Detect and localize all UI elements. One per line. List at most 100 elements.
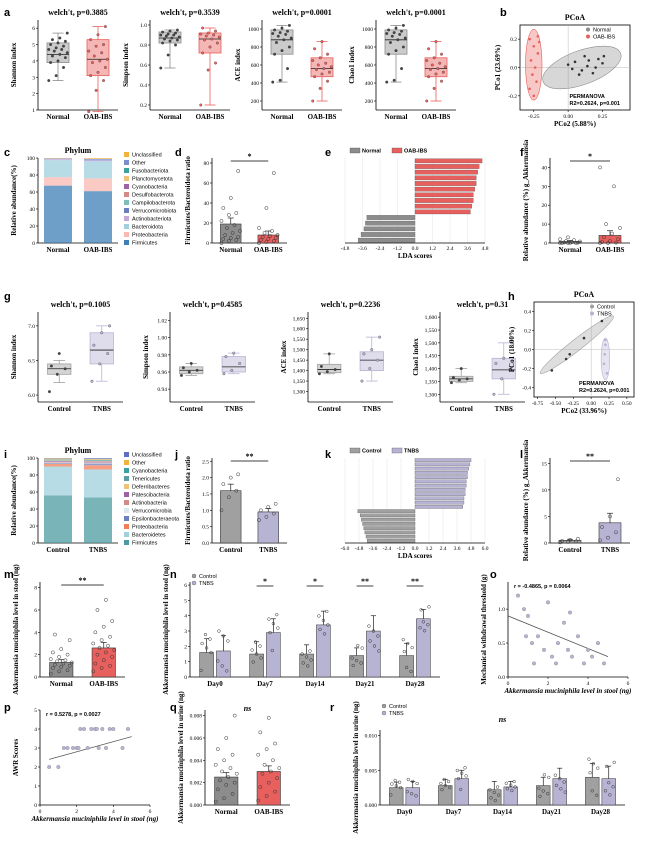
data-point bbox=[596, 641, 600, 646]
data-point bbox=[432, 86, 436, 90]
data-point bbox=[166, 32, 170, 36]
data-point bbox=[603, 789, 608, 793]
g2-ytick-label: 1.00 bbox=[157, 336, 167, 342]
data-point bbox=[568, 240, 572, 245]
data-point bbox=[432, 56, 436, 60]
n-ylabel: Akkermansia muciniphila level in stool (… bbox=[162, 564, 170, 695]
data-point bbox=[576, 536, 580, 541]
data-point bbox=[270, 648, 274, 653]
data-point bbox=[351, 663, 355, 668]
g2-ylabel: Simpson index bbox=[142, 335, 150, 379]
i-xtick-label: Control bbox=[46, 546, 69, 554]
data-point bbox=[415, 781, 419, 786]
sample-point bbox=[601, 61, 604, 65]
lda-xlabel: LDA scores bbox=[398, 252, 433, 260]
data-point bbox=[376, 358, 380, 362]
data-point bbox=[524, 634, 528, 639]
data-point bbox=[253, 640, 258, 644]
data-point bbox=[600, 525, 604, 529]
data-point bbox=[213, 762, 218, 767]
data-point bbox=[221, 237, 226, 241]
lda-tick-label: 4.8 bbox=[482, 246, 489, 252]
data-point bbox=[164, 34, 168, 38]
data-point bbox=[99, 638, 104, 642]
data-point bbox=[161, 30, 165, 34]
data-point bbox=[96, 70, 100, 74]
data-point bbox=[438, 61, 442, 65]
g4-ylabel: Chao1 index bbox=[412, 338, 420, 376]
data-point bbox=[284, 32, 288, 36]
data-point bbox=[602, 661, 606, 666]
data-point bbox=[110, 619, 115, 623]
legend-label: Bacteroidetes bbox=[132, 533, 166, 539]
data-point bbox=[436, 67, 440, 71]
panel-c: 0 20 40 60 80 100 Relative abundance(%) Phylum N… bbox=[10, 146, 177, 254]
data-point bbox=[396, 38, 400, 42]
legend-label: TNBS bbox=[199, 581, 214, 587]
data-point bbox=[170, 36, 174, 40]
data-point bbox=[108, 324, 112, 328]
data-point bbox=[210, 37, 214, 41]
lda-bar bbox=[363, 226, 416, 232]
lda-bar bbox=[414, 192, 474, 198]
data-point bbox=[392, 78, 396, 82]
data-point bbox=[48, 671, 53, 676]
data-point bbox=[103, 25, 107, 28]
legend-label: Actinobacteriota bbox=[132, 217, 172, 223]
significance-label: ** bbox=[361, 577, 369, 586]
xtick-label: 6 bbox=[627, 681, 630, 687]
data-point bbox=[402, 649, 407, 654]
data-point bbox=[273, 741, 277, 746]
data-point bbox=[273, 236, 278, 240]
lda-bar bbox=[414, 462, 470, 467]
data-point bbox=[168, 39, 172, 43]
data-point bbox=[286, 29, 289, 33]
stack-segment-Proteobacteria bbox=[44, 463, 72, 467]
significance-label: ** bbox=[586, 452, 594, 461]
xtick-label: 2 bbox=[547, 681, 550, 687]
lda-bar bbox=[414, 500, 465, 505]
ytick-label: 0.0 bbox=[510, 66, 517, 72]
stack-segment-Proteobacteria bbox=[84, 465, 112, 470]
g4-ytick-label: 1,450 bbox=[425, 354, 438, 360]
data-point bbox=[271, 758, 275, 763]
pcoa-ylabel: PCo1 (18.00%) bbox=[508, 326, 516, 372]
j-ylabel: Firmicutes/Bacteroidota ratio bbox=[184, 456, 192, 545]
significance-label: * bbox=[248, 152, 252, 161]
data-point bbox=[224, 783, 229, 787]
data-point bbox=[175, 38, 179, 42]
data-point bbox=[187, 370, 191, 374]
data-point bbox=[441, 70, 445, 74]
sample-point bbox=[600, 319, 604, 323]
bar-Control-Day28 bbox=[585, 776, 600, 806]
data-point bbox=[596, 766, 600, 770]
legend-label: OAB-IBS bbox=[593, 35, 616, 41]
data-point bbox=[333, 368, 337, 372]
sample-point bbox=[603, 352, 607, 356]
legend-label: TNBS bbox=[597, 312, 612, 318]
data-point bbox=[493, 798, 498, 803]
data-point bbox=[368, 639, 372, 643]
panel-g2: 0.94 0.96 0.98 1.00 1.02 Simpson index welch't… bbox=[142, 300, 255, 413]
r-ytick-label: 0.005 bbox=[365, 768, 378, 774]
data-point bbox=[320, 40, 324, 44]
data-point bbox=[590, 789, 594, 793]
data-point bbox=[230, 368, 234, 372]
data-point bbox=[159, 66, 163, 70]
data-point bbox=[85, 746, 90, 750]
legend-label: OAB-IBS bbox=[404, 149, 428, 155]
data-point bbox=[174, 31, 177, 35]
correlation-label: r = -0.4865, p = 0.0064 bbox=[514, 584, 572, 590]
data-point bbox=[62, 44, 65, 48]
m-xtick-label: OAB-IBS bbox=[89, 680, 118, 688]
data-point bbox=[222, 796, 226, 801]
data-point bbox=[99, 666, 104, 670]
data-point bbox=[222, 372, 226, 376]
a2-xtick-label: OAB-IBS bbox=[196, 113, 225, 121]
panel-letter-n: n bbox=[170, 569, 177, 581]
data-point bbox=[425, 99, 429, 103]
data-point bbox=[204, 646, 209, 650]
data-point bbox=[76, 746, 81, 750]
data-point bbox=[101, 658, 106, 663]
sample-point bbox=[594, 66, 597, 69]
